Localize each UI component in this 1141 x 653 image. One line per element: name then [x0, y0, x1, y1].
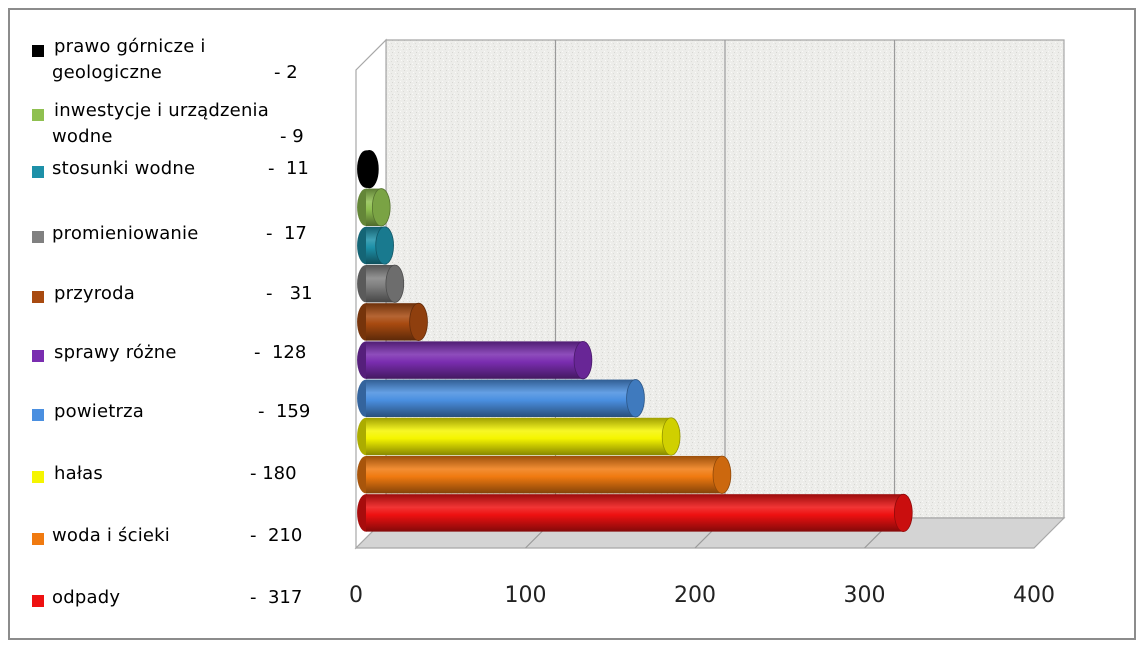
legend-label: odpady: [52, 587, 121, 608]
legend-item-odpady: odpady - 317: [32, 587, 332, 653]
legend-item-woda-i-scieki: woda i ścieki - 210: [32, 525, 332, 591]
legend-value: - 317: [250, 587, 303, 608]
bar-body: [366, 417, 672, 456]
legend-swatch: [32, 409, 44, 421]
bar-powietrza: [357, 379, 645, 418]
legend-value: - 11: [268, 158, 309, 179]
legend-item-prawo-gornicze: prawo górnicze i geologiczne - 2: [32, 36, 332, 100]
bar-end-cap: [712, 455, 732, 494]
legend-label: powietrza: [54, 401, 144, 422]
legend-item-przyroda: przyroda - 31: [32, 283, 332, 349]
bar-end-cap: [626, 379, 645, 418]
legend-label: stosunki wodne: [52, 158, 196, 179]
bar-prawo-górnicze-i-geologiczne: [357, 149, 379, 189]
legend-value: - 128: [254, 342, 307, 363]
bar-sprawy-różne: [357, 340, 593, 380]
legend-item-powietrza: powietrza - 159: [32, 401, 332, 467]
bar-end-cap: [894, 493, 913, 533]
legend-item-inwestycje: inwestycje i urządzenia wodne - 9: [32, 100, 332, 164]
legend-value: - 9: [280, 126, 304, 147]
bar-woda-i-ścieki: [357, 455, 732, 494]
bar-body: [366, 455, 722, 494]
legend-label: promieniowanie: [52, 223, 199, 244]
legend-swatch: [32, 231, 44, 243]
bar-promieniowanie: [357, 264, 405, 303]
legend-label: woda i ścieki: [52, 525, 171, 546]
legend-value: - 210: [250, 525, 303, 546]
legend-value: - 31: [266, 283, 313, 304]
legend-label-line2: geologiczne: [52, 62, 162, 83]
legend-item-stosunki-wodne: stosunki wodne - 11: [32, 158, 332, 224]
bar-body: [366, 494, 904, 532]
legend-swatch: [32, 291, 44, 303]
bar-stosunki-wodne: [357, 226, 394, 265]
x-tick-labels: 0 100 200 300 400: [349, 583, 1055, 608]
bar-przyroda: [357, 302, 428, 342]
x-tick-label: 200: [674, 583, 716, 608]
x-tick-label: 0: [349, 583, 363, 608]
legend-label-line1: prawo górnicze i: [54, 36, 206, 57]
legend-swatch: [32, 595, 44, 607]
legend-swatch: [32, 45, 44, 57]
bar-end-cap: [371, 188, 391, 227]
bar-end-cap: [375, 226, 394, 265]
chart-legend: prawo górnicze i geologiczne - 2 inwesty…: [0, 0, 360, 648]
bar-inwestycje-i-urządzenia-wodne: [357, 188, 391, 227]
legend-label-line2: wodne: [52, 126, 113, 147]
bar-end-cap: [661, 417, 681, 456]
legend-swatch: [32, 166, 44, 178]
legend-swatch: [32, 350, 44, 362]
bar-odpady: [357, 493, 913, 533]
legend-value: - 2: [274, 62, 298, 83]
legend-item-sprawy-rozne: sprawy różne - 128: [32, 342, 332, 408]
legend-item-promieniowanie: promieniowanie - 17: [32, 223, 332, 289]
legend-label: przyroda: [54, 283, 136, 304]
bar-end-cap: [573, 340, 593, 380]
legend-value: - 180: [250, 463, 297, 484]
bar-end-cap: [409, 302, 428, 342]
x-tick-label: 300: [844, 583, 886, 608]
legend-label: hałas: [54, 463, 103, 484]
legend-swatch: [32, 533, 44, 545]
legend-label: sprawy różne: [54, 342, 177, 363]
bar-body: [366, 341, 583, 379]
bar-end-cap: [385, 264, 405, 303]
legend-swatch: [32, 471, 44, 483]
bar-end-cap: [360, 149, 379, 189]
bar-body: [366, 379, 636, 418]
legend-swatch: [32, 109, 44, 121]
legend-label-line1: inwestycje i urządzenia: [54, 100, 269, 121]
bar-hałas: [357, 417, 681, 456]
x-tick-label: 100: [505, 583, 547, 608]
legend-value: - 17: [266, 223, 307, 244]
bars: [357, 149, 913, 533]
legend-value: - 159: [258, 401, 311, 422]
x-tick-label: 400: [1013, 583, 1055, 608]
legend-item-halas: hałas - 180: [32, 463, 332, 529]
